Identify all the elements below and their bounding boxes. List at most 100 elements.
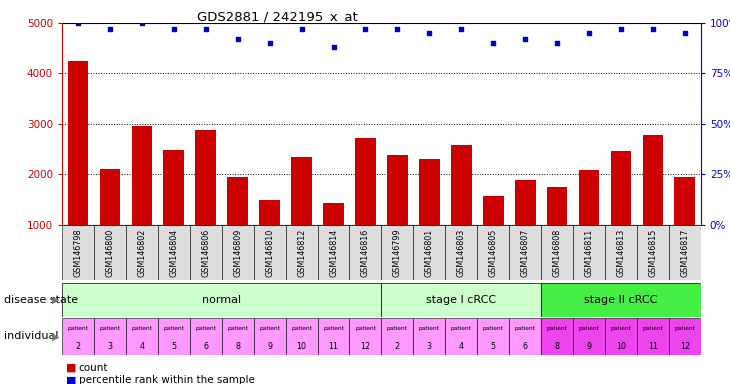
- Text: 6: 6: [203, 343, 208, 351]
- Text: GSM146814: GSM146814: [329, 228, 338, 276]
- FancyBboxPatch shape: [62, 318, 94, 355]
- Bar: [259, 200, 280, 275]
- FancyBboxPatch shape: [158, 318, 190, 355]
- Bar: [547, 187, 567, 275]
- Text: 5: 5: [172, 343, 177, 351]
- Text: patient: patient: [227, 326, 248, 331]
- Text: 8: 8: [235, 343, 240, 351]
- Bar: [196, 130, 216, 275]
- Text: patient: patient: [323, 326, 344, 331]
- Text: 8: 8: [555, 343, 560, 351]
- Text: GSM146799: GSM146799: [393, 228, 402, 277]
- FancyBboxPatch shape: [381, 318, 413, 355]
- Text: 3: 3: [427, 343, 432, 351]
- Text: patient: patient: [99, 326, 120, 331]
- FancyBboxPatch shape: [510, 225, 541, 280]
- Bar: [355, 138, 376, 275]
- Text: patient: patient: [196, 326, 216, 331]
- FancyBboxPatch shape: [126, 318, 158, 355]
- Text: patient: patient: [68, 326, 88, 331]
- Point: [456, 26, 467, 32]
- FancyBboxPatch shape: [381, 225, 413, 280]
- Text: disease state: disease state: [4, 295, 78, 305]
- Text: GSM146806: GSM146806: [201, 228, 210, 276]
- Text: GSM146808: GSM146808: [553, 228, 561, 276]
- Bar: [642, 135, 664, 275]
- Bar: [419, 159, 439, 275]
- Point: [519, 36, 531, 42]
- Bar: [68, 61, 88, 275]
- Text: ■: ■: [66, 375, 76, 384]
- FancyBboxPatch shape: [413, 225, 445, 280]
- Point: [488, 40, 499, 46]
- Text: ▶: ▶: [53, 295, 60, 305]
- Text: GDS2881 / 242195_x_at: GDS2881 / 242195_x_at: [197, 10, 358, 23]
- Bar: [131, 126, 153, 275]
- FancyBboxPatch shape: [637, 225, 669, 280]
- Text: patient: patient: [164, 326, 184, 331]
- FancyBboxPatch shape: [381, 283, 541, 317]
- FancyBboxPatch shape: [190, 225, 222, 280]
- FancyBboxPatch shape: [254, 318, 285, 355]
- FancyBboxPatch shape: [190, 318, 222, 355]
- Text: ▶: ▶: [53, 331, 60, 341]
- Text: 10: 10: [296, 343, 307, 351]
- FancyBboxPatch shape: [637, 318, 669, 355]
- Text: patient: patient: [419, 326, 439, 331]
- FancyBboxPatch shape: [573, 318, 605, 355]
- Point: [264, 40, 275, 46]
- Point: [360, 26, 372, 32]
- Bar: [227, 177, 248, 275]
- FancyBboxPatch shape: [477, 225, 510, 280]
- Text: patient: patient: [547, 326, 567, 331]
- Text: GSM146805: GSM146805: [488, 228, 498, 276]
- Bar: [387, 155, 408, 275]
- Point: [551, 40, 563, 46]
- Text: ■: ■: [66, 363, 76, 373]
- Bar: [451, 145, 472, 275]
- Text: 2: 2: [395, 343, 400, 351]
- FancyBboxPatch shape: [445, 318, 477, 355]
- Point: [328, 44, 339, 50]
- Text: patient: patient: [483, 326, 504, 331]
- Text: patient: patient: [355, 326, 376, 331]
- Bar: [99, 169, 120, 275]
- Bar: [323, 204, 344, 275]
- Point: [232, 36, 244, 42]
- Text: patient: patient: [291, 326, 312, 331]
- FancyBboxPatch shape: [62, 283, 381, 317]
- Text: 4: 4: [139, 343, 145, 351]
- Text: GSM146807: GSM146807: [520, 228, 530, 276]
- Text: GSM146810: GSM146810: [265, 228, 274, 276]
- FancyBboxPatch shape: [62, 225, 94, 280]
- FancyBboxPatch shape: [669, 318, 701, 355]
- Text: GSM146812: GSM146812: [297, 228, 306, 276]
- Text: 5: 5: [491, 343, 496, 351]
- Bar: [579, 170, 599, 275]
- Text: stage II cRCC: stage II cRCC: [584, 295, 658, 305]
- Text: 12: 12: [361, 343, 371, 351]
- Text: GSM146813: GSM146813: [616, 228, 626, 276]
- FancyBboxPatch shape: [350, 318, 381, 355]
- Bar: [515, 180, 536, 275]
- FancyBboxPatch shape: [541, 318, 573, 355]
- FancyBboxPatch shape: [94, 225, 126, 280]
- Bar: [164, 150, 184, 275]
- Text: stage I cRCC: stage I cRCC: [426, 295, 496, 305]
- Text: GSM146809: GSM146809: [233, 228, 242, 276]
- Text: individual: individual: [4, 331, 58, 341]
- Point: [423, 30, 435, 36]
- Text: GSM146816: GSM146816: [361, 228, 370, 276]
- Bar: [291, 157, 312, 275]
- FancyBboxPatch shape: [94, 318, 126, 355]
- Point: [168, 26, 180, 32]
- FancyBboxPatch shape: [510, 318, 541, 355]
- Text: percentile rank within the sample: percentile rank within the sample: [79, 375, 255, 384]
- Text: GSM146800: GSM146800: [105, 228, 115, 276]
- Text: 11: 11: [648, 343, 658, 351]
- FancyBboxPatch shape: [541, 225, 573, 280]
- FancyBboxPatch shape: [477, 318, 510, 355]
- Text: GSM146804: GSM146804: [169, 228, 178, 276]
- Point: [647, 26, 658, 32]
- FancyBboxPatch shape: [573, 225, 605, 280]
